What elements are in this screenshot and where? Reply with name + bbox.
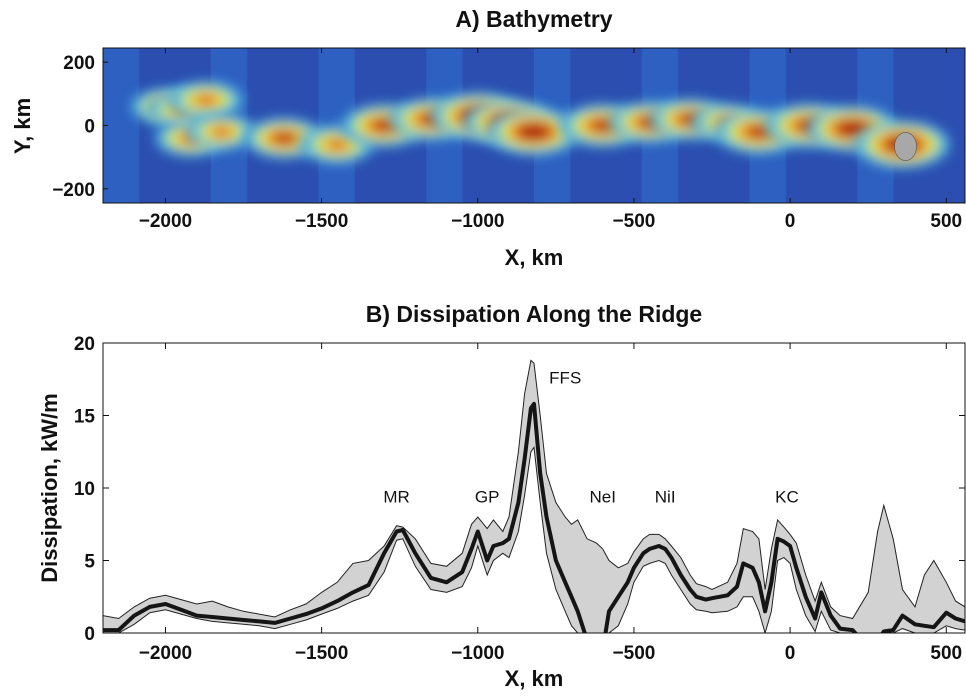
bathymetry-ylabel: Y, km	[10, 98, 35, 154]
bathymetry-xlabel: X, km	[505, 245, 564, 270]
feature-annotation: MR	[383, 488, 409, 507]
feature-annotation: FFS	[549, 369, 581, 388]
bathymetry-xtick-label: −1000	[451, 211, 504, 232]
uncertainty-band	[103, 360, 965, 633]
bathymetry-xtick-label: 500	[930, 211, 962, 232]
dissipation-xtick-label: −2000	[139, 643, 192, 664]
bathymetry-xtick-label: −2000	[139, 211, 192, 232]
bathymetry-axes: −2000 −1500 −1000 −500 0 500 200 0 −200	[52, 48, 962, 232]
dissipation-xtick-label: −1000	[451, 643, 504, 664]
dissipation-xtick-label: 0	[785, 643, 796, 664]
dissipation-xtick-label: −1500	[295, 643, 348, 664]
dissipation-panel: B) Dissipation Along the Ridge −2000 −150…	[37, 301, 966, 691]
bathymetry-title: A) Bathymetry	[455, 6, 612, 32]
bathymetry-xtick-label: −500	[613, 211, 656, 232]
lower-bound-line	[103, 446, 965, 633]
dissipation-ytick-label: 10	[74, 479, 95, 500]
feature-annotation: GP	[475, 488, 500, 507]
bathymetry-ridge-features	[130, 80, 951, 169]
upper-bound-line	[103, 359, 965, 620]
ridge-feature	[168, 80, 244, 120]
ridge-feature	[186, 113, 257, 150]
dissipation-ytick-label: 5	[84, 552, 95, 573]
bathymetry-xtick-label: 0	[785, 211, 796, 232]
dissipation-xlabel: X, km	[505, 666, 564, 691]
feature-annotations: FFS MR GP NeI NiI KC	[383, 369, 798, 507]
ridge-feature	[487, 108, 581, 156]
bathymetry-band	[103, 48, 140, 203]
dissipation-xtick-label: −500	[613, 643, 656, 664]
bathymetry-panel: A) Bathymetry −2000 −1500 −1000 −500 0 500200…	[10, 6, 966, 270]
bathymetry-ytick-label: 200	[63, 53, 95, 74]
bathymetry-band	[929, 48, 965, 203]
dissipation-xtick-label: 500	[930, 643, 962, 664]
dissipation-title: B) Dissipation Along the Ridge	[366, 301, 702, 327]
feature-annotation: KC	[775, 488, 799, 507]
feature-annotation: NeI	[589, 488, 615, 507]
feature-annotation: NiI	[655, 488, 676, 507]
dissipation-ytick-label: 15	[74, 407, 96, 428]
bathymetry-ytick-label: 0	[84, 117, 95, 138]
dissipation-ylabel: Dissipation, kW/m	[37, 393, 62, 582]
dissipation-axes: −2000 −1500 −1000 −500 0 500 0 5 10 15 20	[74, 334, 965, 664]
dissipation-ytick-label: 0	[84, 624, 95, 645]
dissipation-ytick-label: 20	[74, 334, 95, 355]
mean-dissipation-line	[103, 401, 965, 633]
bathymetry-ytick-label: −200	[52, 180, 95, 201]
island-land	[894, 132, 917, 161]
bathymetry-xtick-label: −1500	[295, 211, 348, 232]
